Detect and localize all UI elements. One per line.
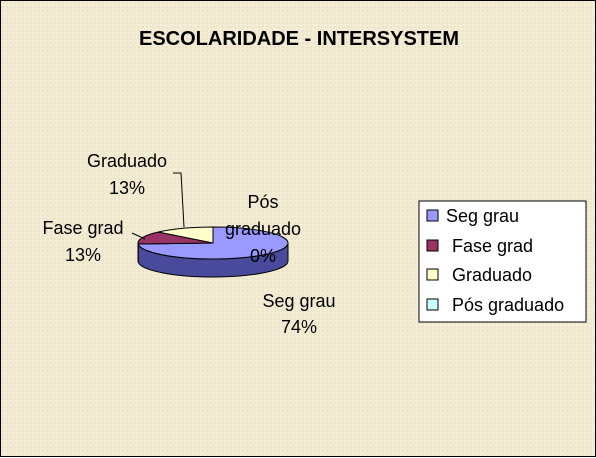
legend-swatch-fase-grad: [427, 240, 438, 251]
data-label-seg-grau-name: Seg grau: [262, 291, 335, 311]
data-label-pos-graduado-value: 0%: [250, 246, 276, 266]
leader-line-graduado: [173, 173, 184, 227]
legend-label-seg-grau: Seg grau: [446, 206, 519, 226]
legend-label-fase-grad: Fase grad: [452, 236, 533, 256]
leader-line-fase-grad: [132, 233, 145, 239]
data-label-pos-graduado-name-line1: Pós: [247, 192, 278, 212]
legend-label-graduado: Graduado: [452, 265, 532, 285]
data-label-pos-graduado-name-line2: graduado: [225, 219, 301, 239]
legend-label-pos-graduado: Pós graduado: [452, 295, 564, 315]
legend-swatch-pos-graduado: [427, 299, 438, 310]
chart-title: ESCOLARIDADE - INTERSYSTEM: [139, 28, 459, 50]
data-label-fase-grad-value: 13%: [65, 245, 101, 265]
legend-swatch-graduado: [427, 269, 438, 280]
legend: Seg grau Fase grad Graduado Pós graduado: [419, 201, 586, 322]
data-label-seg-grau-value: 74%: [281, 317, 317, 337]
data-label-graduado-name: Graduado: [87, 151, 167, 171]
data-label-fase-grad-name: Fase grad: [42, 218, 123, 238]
data-label-graduado-value: 13%: [109, 178, 145, 198]
legend-swatch-seg-grau: [427, 210, 438, 221]
